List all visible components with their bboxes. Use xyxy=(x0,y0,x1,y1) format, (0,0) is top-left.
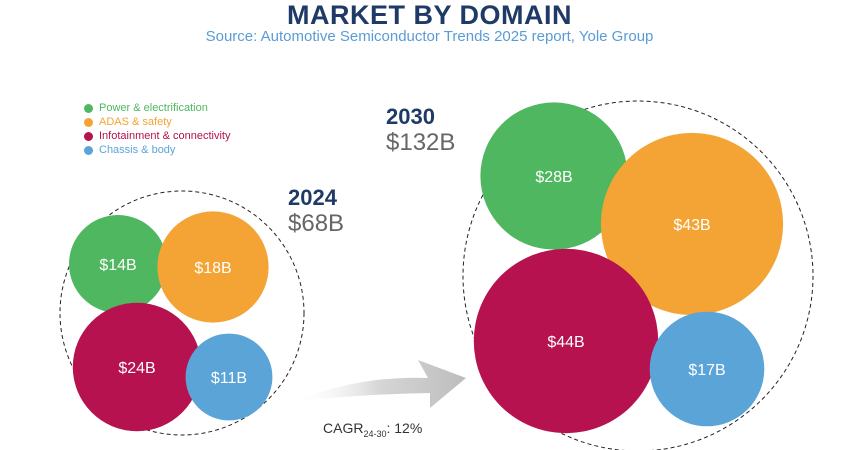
total-label: $132B xyxy=(386,129,456,156)
legend-item: ADAS & safety xyxy=(84,115,230,129)
bubble-label-2024-2: $24B xyxy=(118,360,155,377)
year-label: 2024 xyxy=(288,185,337,210)
legend-item: Power & electrification xyxy=(84,101,230,115)
bubble-2024-1 xyxy=(157,211,269,323)
total-label: $68B xyxy=(288,210,345,237)
bubble-label-2030-3: $17B xyxy=(688,362,725,379)
bubble-2024-3 xyxy=(185,333,273,421)
page-title: MARKET BY DOMAIN xyxy=(286,0,572,30)
legend-label: Chassis & body xyxy=(99,144,176,156)
group-2024-heading: 2024 $68B xyxy=(288,186,344,238)
page-subtitle: Source: Automotive Semiconductor Trends … xyxy=(205,28,654,45)
legend-marker xyxy=(84,103,93,113)
bubble-2030-1 xyxy=(600,132,784,316)
group-2030-heading: 2030 $132B xyxy=(386,105,455,157)
legend-item: Chassis & body xyxy=(84,143,230,157)
legend-marker xyxy=(84,145,93,155)
group-outline-2024 xyxy=(59,190,305,436)
legend-marker xyxy=(84,117,93,127)
bubble-label-2024-1: $18B xyxy=(194,260,231,277)
bubble-label-2030-0: $28B xyxy=(535,169,572,186)
bubble-2030-3 xyxy=(649,311,765,427)
bubble-label-2024-3: $11B xyxy=(211,370,247,387)
bubble-2024-2 xyxy=(72,302,202,432)
bubble-2024-0 xyxy=(69,215,167,313)
cagr-label: CAGR24-30: 12% xyxy=(323,420,423,439)
bubble-2030-0 xyxy=(480,102,628,250)
legend: Power & electrification ADAS & safety In… xyxy=(84,101,230,157)
legend-label: ADAS & safety xyxy=(99,116,172,128)
legend-marker xyxy=(84,131,93,141)
legend-item: Infotainment & connectivity xyxy=(84,129,230,143)
bubble-label-2030-2: $44B xyxy=(547,334,584,351)
growth-arrow xyxy=(292,360,466,408)
group-outline-2030 xyxy=(462,100,814,450)
bubble-label-2024-0: $14B xyxy=(99,257,136,274)
bubble-label-2030-1: $43B xyxy=(673,217,710,234)
legend-label: Infotainment & connectivity xyxy=(99,130,231,142)
year-label: 2030 xyxy=(386,104,435,129)
bubble-2030-2 xyxy=(473,248,659,434)
legend-label: Power & electrification xyxy=(99,102,208,114)
